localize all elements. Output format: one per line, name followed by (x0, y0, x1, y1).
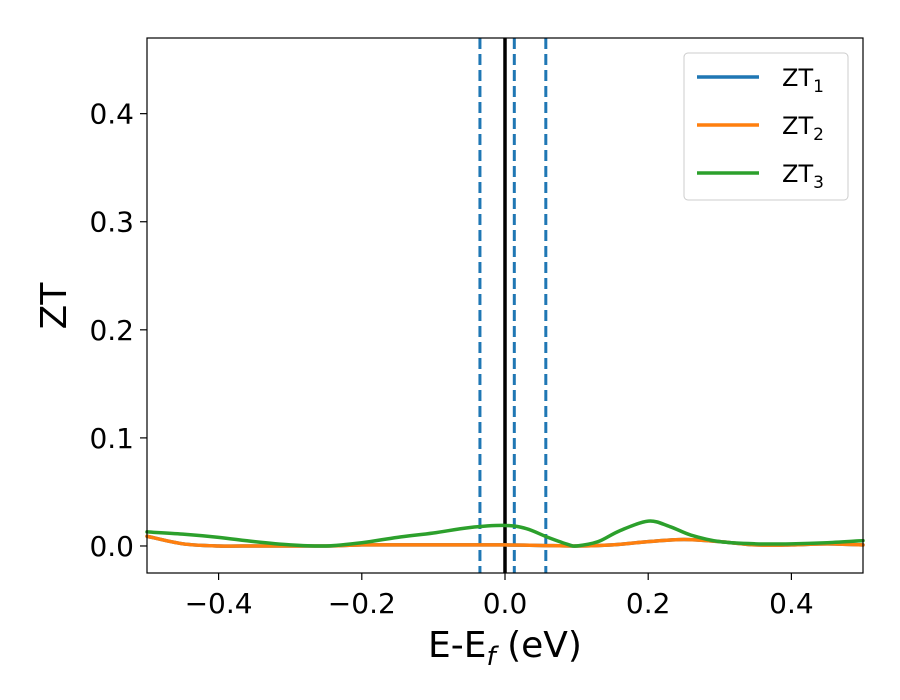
x-axis: −0.4 −0.2 0.0 0.2 0.4 (185, 573, 814, 620)
legend-label-zt1: ZT1 (782, 64, 824, 97)
legend-label-zt3: ZT3 (782, 160, 824, 193)
legend-label-zt2: ZT2 (782, 112, 824, 145)
y-tick-label: 0.3 (89, 206, 134, 239)
y-tick-label: 0.0 (89, 530, 134, 563)
series-lines (145, 519, 865, 549)
x-tick-label: 0.0 (483, 587, 528, 620)
y-axis: 0.0 0.1 0.2 0.3 0.4 (89, 98, 147, 563)
x-axis-label: E-Ef (eV) (428, 625, 582, 672)
legend: ZT1 ZT2 ZT3 (683, 52, 849, 201)
y-tick-label: 0.2 (89, 314, 134, 347)
x-tick-label: 0.2 (626, 587, 671, 620)
reference-lines (478, 38, 548, 573)
y-axis-label: ZT (34, 282, 75, 330)
legend-box (683, 52, 849, 201)
x-tick-label: 0.4 (769, 587, 814, 620)
x-tick-label: −0.4 (185, 587, 253, 620)
series-line-zt3 (145, 519, 865, 549)
y-tick-label: 0.1 (89, 422, 134, 455)
x-tick-label: −0.2 (328, 587, 396, 620)
y-tick-label: 0.4 (89, 98, 134, 131)
